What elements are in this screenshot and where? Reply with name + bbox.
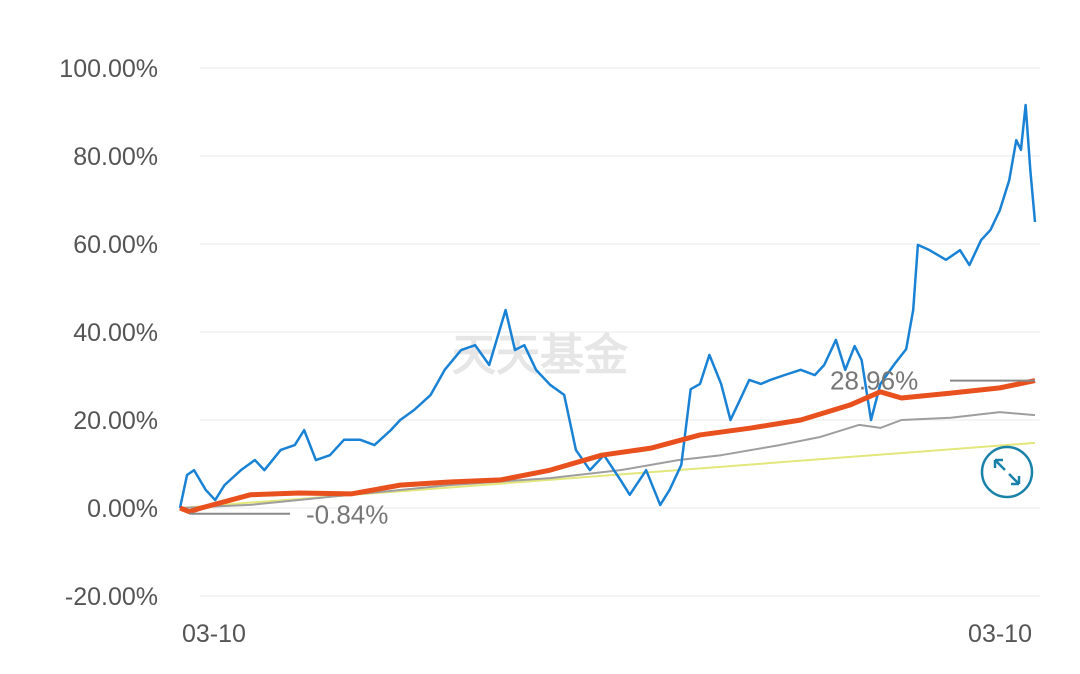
annotation-label: 28.96% — [830, 366, 918, 396]
x-tick-label: 03-10 — [968, 620, 1032, 648]
y-tick-label: 60.00% — [73, 231, 158, 259]
y-tick-label: 0.00% — [87, 495, 158, 523]
expand-arrows-icon[interactable] — [980, 445, 1034, 499]
series-line-0 — [178, 103, 1037, 509]
y-tick-label: 20.00% — [73, 407, 158, 435]
expand-button[interactable] — [980, 445, 1034, 499]
y-tick-label: -20.00% — [65, 583, 158, 611]
y-tick-label: 80.00% — [73, 143, 158, 171]
annotation-label: -0.84% — [306, 500, 388, 530]
y-tick-label: 40.00% — [73, 319, 158, 347]
series-line-2 — [179, 411, 1036, 509]
x-tick-label: 03-10 — [182, 620, 246, 648]
y-tick-label: 100.00% — [59, 55, 158, 83]
series-line-1 — [179, 378, 1036, 515]
